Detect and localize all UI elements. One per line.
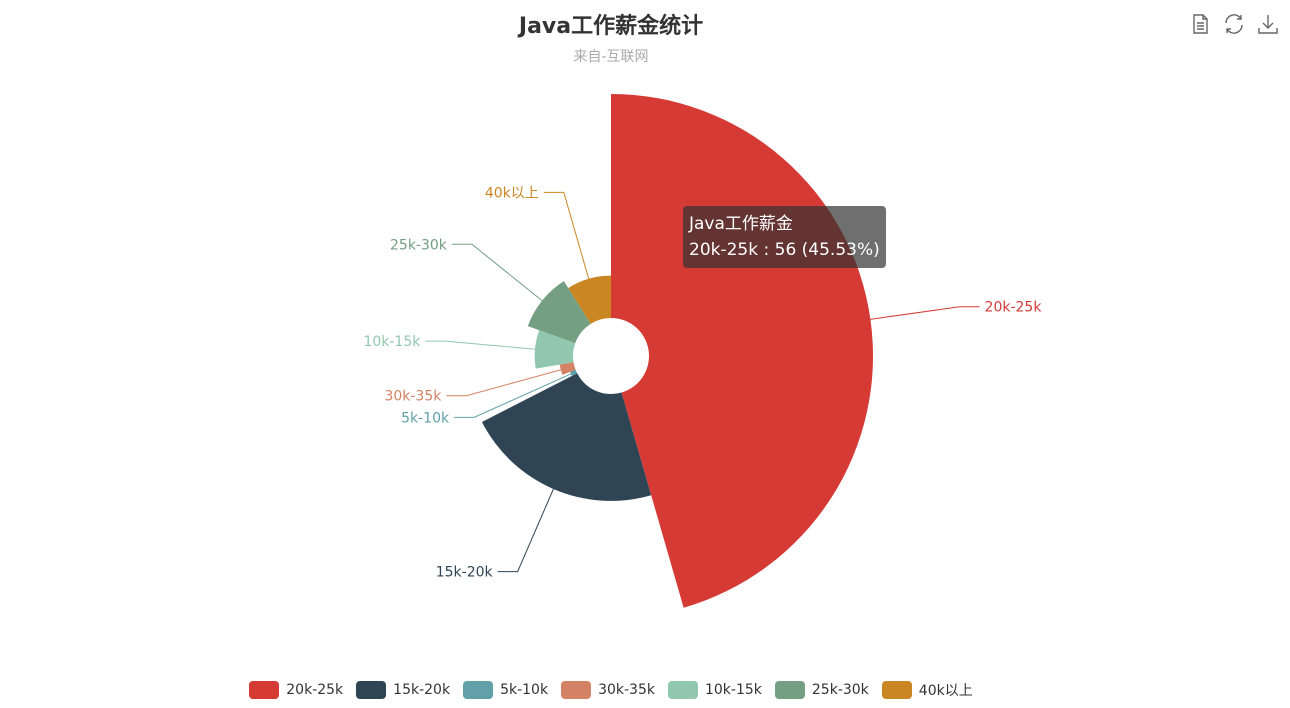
rose-slice-2[interactable] [569,369,578,377]
legend-label: 25k-30k [811,682,869,698]
legend-swatch [463,681,494,699]
legend-swatch [881,681,912,699]
rose-slice-0[interactable] [611,93,874,608]
legend-item-6[interactable]: 40k以上 [881,680,973,700]
legend-label: 15k-20k [393,682,451,698]
legend-label: 40k以上 [918,683,973,699]
label-line-3 [446,368,563,397]
tooltip-series-name: Java工作薪金 [689,214,793,234]
legend-label: 10k-15k [704,682,762,698]
legend-label: 30k-35k [598,682,655,698]
legend-label: 5k-10k [500,682,549,698]
rose-slice-6[interactable] [568,275,611,324]
data-view-icon [1193,14,1208,34]
legend-item-1[interactable]: 15k-20k [356,680,450,700]
legend-item-3[interactable]: 30k-35k [561,680,655,700]
chart-title: Java工作薪金统计 [518,14,704,39]
toolbox [1188,12,1280,36]
legend-label: 20k-25k [286,682,344,698]
legend-swatch [356,681,387,699]
save-as-image-icon [1258,15,1278,34]
tooltip-detail: 20k-25k : 56 (45.53%) [689,240,880,260]
tooltip: Java工作薪金 20k-25k : 56 (45.53%) [683,206,886,268]
rose-slice-3[interactable] [559,362,576,375]
label-line-5 [451,243,544,303]
rose-slice-1[interactable] [481,373,652,501]
legend-swatch [667,681,698,699]
legend-item-0[interactable]: 20k-25k [249,680,343,700]
rose-slice-5[interactable] [527,281,591,344]
legend-swatch [561,681,592,699]
legend-swatch [774,681,805,699]
legend-swatch [249,681,280,699]
label-line-0 [868,306,980,321]
label-line-1 [497,486,555,573]
save-as-image-button[interactable] [1256,12,1280,36]
legend-item-5[interactable]: 25k-30k [774,680,869,700]
slice-label-6: 40k以上 [485,185,539,201]
slice-label-4: 10k-15k [363,334,421,350]
restore-button[interactable] [1222,12,1246,36]
rose-slice-4[interactable] [534,330,576,369]
slice-label-1: 15k-20k [436,565,494,581]
restore-icon [1225,14,1243,34]
chart-subtitle: 来自-互联网 [573,49,649,65]
label-line-2 [454,372,573,418]
legend-item-4[interactable]: 10k-15k [667,680,762,700]
slice-label-5: 25k-30k [390,237,448,253]
legend: 20k-25k 15k-20k 5k-10k 30k-35k 10k-15k 25k-30… [0,680,1222,700]
slice-label-3: 30k-35k [384,389,442,405]
slice-label-0: 20k-25k [985,300,1043,316]
slice-label-2: 5k-10k [401,410,450,426]
label-line-4 [425,340,538,350]
legend-item-2[interactable]: 5k-10k [463,680,548,700]
label-line-6 [543,191,590,281]
data-view-button[interactable] [1188,12,1212,36]
